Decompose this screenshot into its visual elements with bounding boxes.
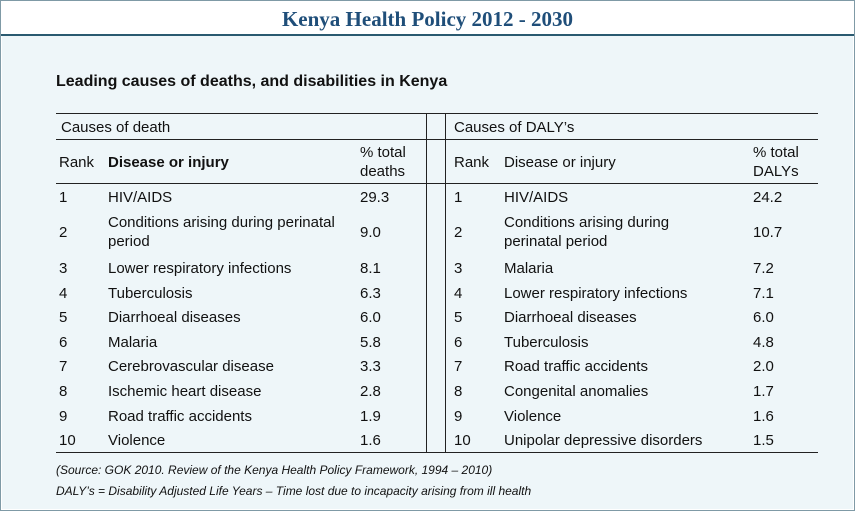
right-disease-cell: Malaria	[504, 260, 554, 277]
table-subheader-rule	[56, 183, 818, 184]
left-pct-header-line1: % total	[360, 144, 406, 161]
right-pct-cell: 10.7	[753, 224, 783, 241]
right-pct-cell: 1.6	[753, 408, 774, 425]
left-disease-cell: Malaria	[108, 334, 158, 351]
left-rank-cell: 1	[59, 189, 68, 206]
left-rank-cell: 5	[59, 309, 68, 326]
right-rank-cell: 5	[454, 309, 463, 326]
source-note: (Source: GOK 2010. Review of the Kenya H…	[56, 463, 493, 477]
table-caption: Leading causes of deaths, and disabiliti…	[56, 73, 448, 90]
right-pct-cell: 1.7	[753, 383, 774, 400]
right-disease-header: Disease or injury	[504, 154, 616, 171]
left-pct-header-line2: deaths	[360, 163, 406, 180]
right-disease-cell: Unipolar depressive disorders	[504, 432, 703, 449]
right-pct-cell: 7.1	[753, 285, 774, 302]
right-disease-cell: Lower respiratory infections	[504, 285, 688, 302]
right-rank-cell: 7	[454, 358, 463, 375]
right-pct-header-line2: DALYs	[753, 163, 799, 180]
right-rank-header: Rank	[454, 154, 490, 171]
right-pct-cell: 24.2	[753, 189, 783, 206]
right-pct-cell: 7.2	[753, 260, 774, 277]
left-rank-cell: 10	[59, 432, 76, 449]
left-rank-cell: 3	[59, 260, 68, 277]
right-disease-cell: Tuberculosis	[504, 334, 589, 351]
right-pct-cell: 6.0	[753, 309, 774, 326]
right-disease-cell: HIV/AIDS	[504, 189, 569, 206]
left-rank-cell: 8	[59, 383, 68, 400]
document-title: Kenya Health Policy 2012 - 2030	[281, 7, 574, 31]
right-section-title: Causes of DALY’s	[454, 119, 575, 136]
left-disease-cell: Conditions arising during perinatal peri…	[108, 214, 335, 250]
left-pct-cell: 1.9	[360, 408, 381, 425]
left-pct-cell: 6.3	[360, 285, 381, 302]
right-rank-cell: 6	[454, 334, 463, 351]
left-rank-header: Rank	[59, 154, 95, 171]
left-rank-cell: 4	[59, 285, 68, 302]
right-disease-cell: Road traffic accidents	[504, 358, 648, 375]
left-pct-cell: 29.3	[360, 189, 390, 206]
left-disease-cell: HIV/AIDS	[108, 189, 173, 206]
left-pct-cell: 5.8	[360, 334, 381, 351]
left-rank-cell: 6	[59, 334, 68, 351]
left-pct-cell: 2.8	[360, 383, 381, 400]
right-disease-cell: Conditions arising during perinatal peri…	[504, 214, 670, 250]
left-pct-cell: 1.6	[360, 432, 381, 449]
table-divider-right	[445, 113, 446, 453]
right-rank-cell: 1	[454, 189, 463, 206]
left-disease-cell: Lower respiratory infections	[108, 260, 292, 277]
left-pct-cell: 6.0	[360, 309, 381, 326]
left-pct-cell: 8.1	[360, 260, 381, 277]
title-divider	[1, 34, 854, 36]
right-disease-cell: Diarrhoeal diseases	[504, 309, 637, 326]
left-pct-cell: 3.3	[360, 358, 381, 375]
right-pct-cell: 4.8	[753, 334, 774, 351]
table-top-rule	[56, 113, 818, 114]
right-rank-cell: 3	[454, 260, 463, 277]
content-panel	[2, 36, 853, 509]
left-disease-cell: Ischemic heart disease	[108, 383, 262, 400]
right-rank-cell: 9	[454, 408, 463, 425]
left-disease-cell: Diarrhoeal diseases	[108, 309, 241, 326]
table-divider-left	[426, 113, 427, 453]
left-disease-cell: Road traffic accidents	[108, 408, 252, 425]
left-pct-cell: 9.0	[360, 224, 381, 241]
daly-definition-note: DALY’s = Disability Adjusted Life Years …	[56, 484, 532, 498]
table-bottom-rule	[56, 452, 818, 453]
left-section-title: Causes of death	[61, 119, 171, 136]
right-disease-cell: Congenital anomalies	[504, 383, 649, 400]
right-disease-cell: Violence	[504, 408, 562, 425]
left-disease-cell: Cerebrovascular disease	[108, 358, 274, 375]
right-pct-cell: 1.5	[753, 432, 774, 449]
right-rank-cell: 4	[454, 285, 463, 302]
right-rank-cell: 10	[454, 432, 471, 449]
table-header-rule	[56, 139, 818, 140]
right-pct-header-line1: % total	[753, 144, 799, 161]
left-disease-header: Disease or injury	[108, 154, 229, 171]
left-rank-cell: 2	[59, 224, 68, 241]
right-rank-cell: 8	[454, 383, 463, 400]
left-disease-cell: Violence	[108, 432, 166, 449]
right-pct-cell: 2.0	[753, 358, 774, 375]
left-rank-cell: 7	[59, 358, 68, 375]
right-rank-cell: 2	[454, 224, 463, 241]
left-rank-cell: 9	[59, 408, 68, 425]
left-disease-cell: Tuberculosis	[108, 285, 193, 302]
